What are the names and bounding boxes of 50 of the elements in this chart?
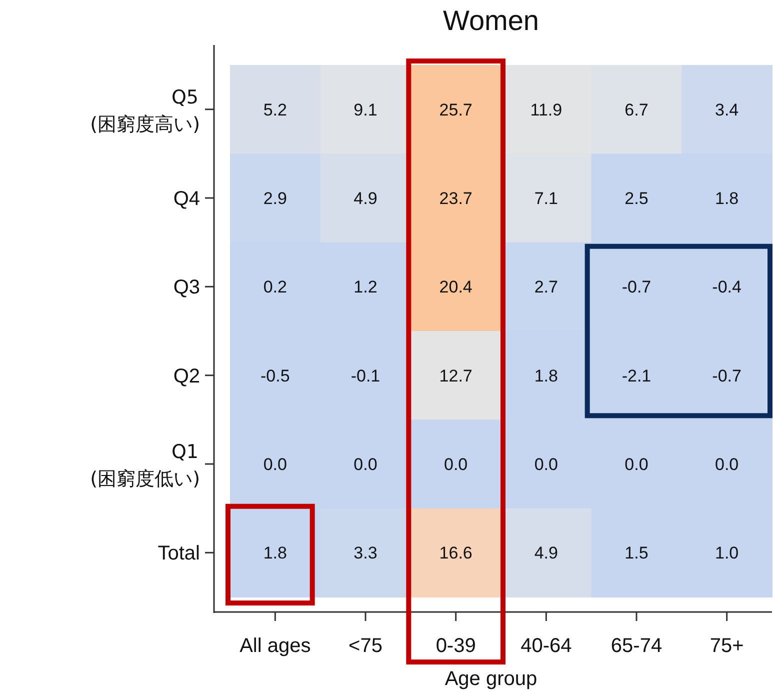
data-label: 2.7 <box>534 278 558 297</box>
chart-title: Women <box>443 5 539 36</box>
data-label: 5.2 <box>263 100 287 120</box>
y-tick-label: Total <box>158 542 200 565</box>
x-tick-label: 0-39 <box>436 635 476 657</box>
data-label: -0.4 <box>712 278 742 297</box>
x-tick-label: All ages <box>240 635 311 657</box>
data-label: 1.8 <box>715 189 739 208</box>
data-label: -0.7 <box>712 366 742 386</box>
data-label: 4.9 <box>354 189 378 208</box>
x-axis-title: Age group <box>444 668 538 690</box>
x-tick-label: 40-64 <box>520 635 572 657</box>
data-label: 0.0 <box>444 455 468 474</box>
y-tick-label: Q5 (困窮度高い) <box>90 86 200 136</box>
x-tick-label: 65-74 <box>610 635 662 657</box>
data-label: 1.8 <box>534 366 558 386</box>
data-label: 25.7 <box>439 100 472 120</box>
data-label: 1.5 <box>624 544 648 563</box>
data-label: 9.1 <box>354 100 378 120</box>
data-label: 6.7 <box>624 100 648 120</box>
data-label: 3.3 <box>354 544 378 563</box>
data-label: -0.1 <box>350 366 380 386</box>
y-tick-label: Q1 (困窮度低い) <box>90 441 200 490</box>
data-label: -0.7 <box>622 278 652 297</box>
data-label: 0.0 <box>263 455 287 474</box>
data-label: 2.9 <box>263 189 287 208</box>
data-label: -0.5 <box>260 366 290 386</box>
data-label: 16.6 <box>439 544 472 563</box>
y-tick-label: Q3 <box>173 276 200 299</box>
data-label: 0.0 <box>534 455 558 474</box>
data-label: -2.1 <box>622 366 652 386</box>
x-tick-label: <75 <box>348 635 382 657</box>
data-label: 20.4 <box>439 278 472 297</box>
data-label: 0.0 <box>624 455 648 474</box>
data-label: 1.8 <box>263 544 287 563</box>
data-label: 23.7 <box>439 189 472 208</box>
data-label: 7.1 <box>534 189 558 208</box>
data-label: 0.0 <box>715 455 739 474</box>
data-label: 2.5 <box>624 189 648 208</box>
data-label: 11.9 <box>530 100 562 120</box>
data-label: 1.0 <box>715 544 739 563</box>
data-label: 1.2 <box>354 278 378 297</box>
data-label: 3.4 <box>715 100 739 120</box>
data-label: 0.0 <box>354 455 378 474</box>
data-label: 12.7 <box>439 366 472 386</box>
y-tick-label: Q2 <box>173 365 200 388</box>
x-tick-label: 75+ <box>710 635 744 657</box>
data-label: 4.9 <box>534 544 558 563</box>
y-tick-label: Q4 <box>173 188 200 210</box>
data-label: 0.2 <box>263 278 287 297</box>
